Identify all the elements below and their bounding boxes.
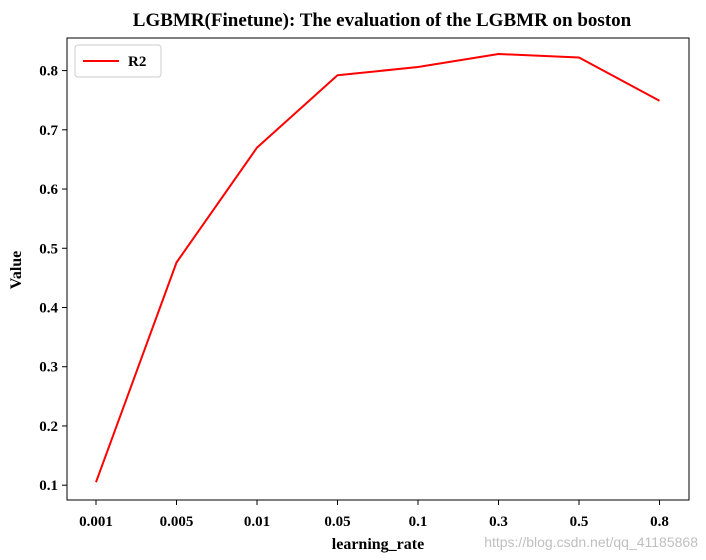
x-axis: 0.001 0.005 0.01 0.05 0.1 0.3 0.5 0.8 bbox=[79, 500, 669, 530]
y-tick-label: 0.7 bbox=[39, 123, 58, 139]
y-tick-label: 0.3 bbox=[39, 360, 58, 376]
y-tick-label: 0.6 bbox=[39, 182, 58, 198]
x-tick-label: 0.05 bbox=[324, 514, 350, 530]
chart-title: LGBMR(Finetune): The evaluation of the L… bbox=[133, 10, 632, 31]
legend: R2 bbox=[74, 44, 162, 78]
y-tick-label: 0.1 bbox=[39, 478, 58, 494]
legend-label-r2: R2 bbox=[128, 54, 146, 70]
series-group bbox=[95, 53, 660, 483]
x-tick-label: 0.01 bbox=[244, 514, 270, 530]
y-axis-label: Value bbox=[8, 251, 25, 290]
x-tick-label: 0.3 bbox=[489, 514, 508, 530]
x-tick-label: 0.001 bbox=[79, 514, 113, 530]
y-axis: 0.1 0.2 0.3 0.4 0.5 0.6 0.7 0.8 bbox=[39, 64, 67, 494]
y-tick-label: 0.5 bbox=[39, 241, 58, 257]
x-tick-label: 0.5 bbox=[570, 514, 589, 530]
plot-area-frame bbox=[66, 37, 690, 501]
x-axis-label: learning_rate bbox=[332, 536, 424, 553]
y-tick-label: 0.4 bbox=[39, 301, 58, 317]
y-tick-label: 0.8 bbox=[39, 64, 58, 80]
y-tick-label: 0.2 bbox=[39, 419, 58, 435]
watermark: https://blog.csdn.net/qq_41185868 bbox=[484, 534, 698, 550]
x-tick-label: 0.1 bbox=[409, 514, 428, 530]
series-line-r2 bbox=[95, 53, 660, 483]
x-tick-label: 0.005 bbox=[160, 514, 194, 530]
x-tick-label: 0.8 bbox=[650, 514, 669, 530]
